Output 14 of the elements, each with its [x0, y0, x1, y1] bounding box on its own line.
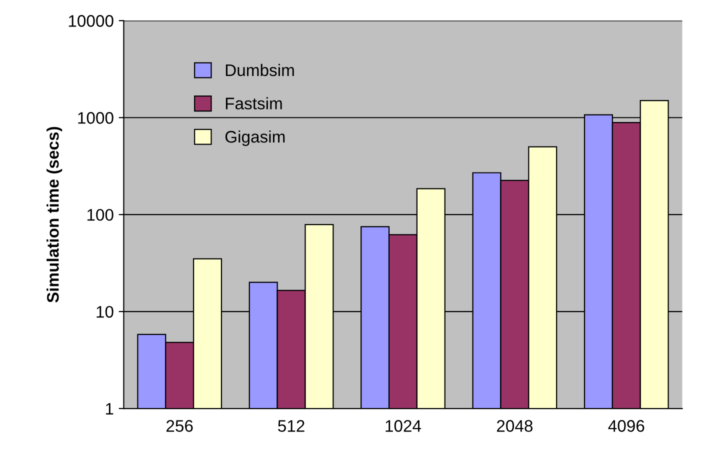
y-tick-label: 10: [96, 306, 114, 318]
y-tick-label: 1: [106, 403, 114, 415]
x-tick-label: 1024: [386, 420, 422, 432]
y-tick-label: 1000: [78, 112, 114, 124]
x-tick-label: 2048: [497, 420, 533, 432]
y-tick-label: 100: [87, 208, 114, 221]
y-axis-title: Simulation time (secs): [46, 126, 62, 303]
x-tick-label: 512: [278, 420, 304, 432]
legend-label: Dumbsim: [226, 64, 294, 76]
legend-label: Fastsim: [226, 97, 282, 110]
y-tick-label: 10000: [68, 15, 114, 27]
legend-label: Gigasim: [225, 130, 285, 146]
x-tick-label: 256: [166, 420, 193, 432]
x-tick-label: 4096: [608, 420, 644, 432]
